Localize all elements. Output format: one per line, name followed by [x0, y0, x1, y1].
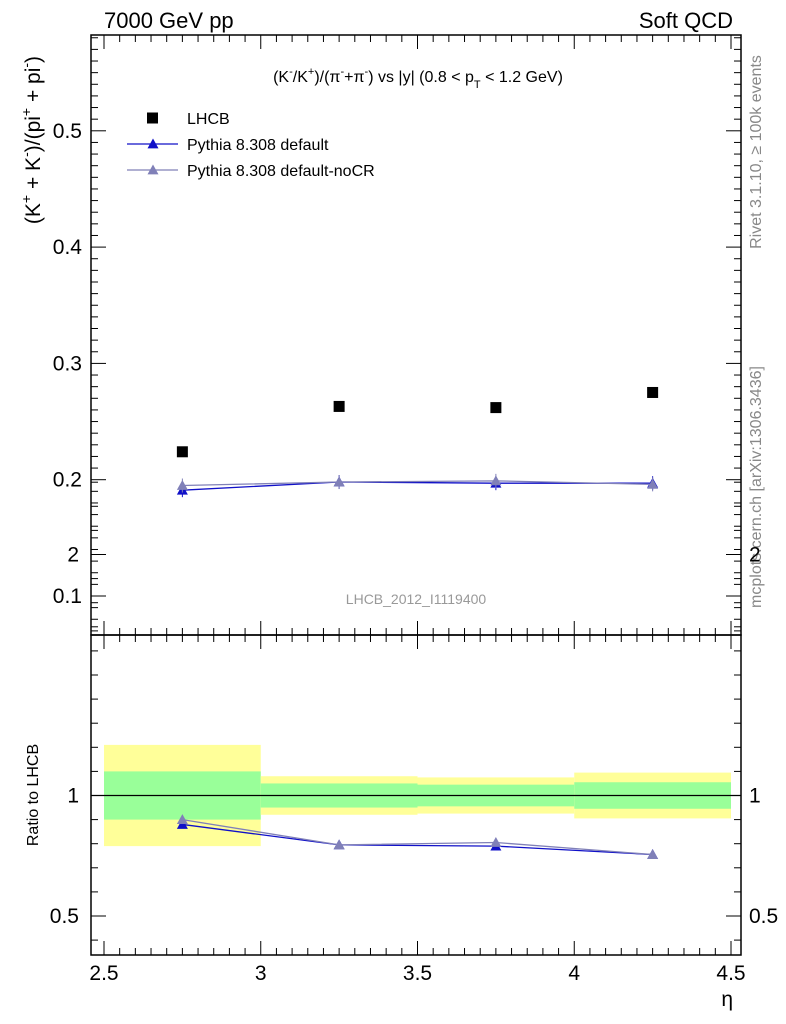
header-right: Soft QCD: [639, 8, 733, 33]
data-point-2: [490, 475, 502, 486]
legend-marker: [147, 112, 158, 124]
ratio-point-1: [647, 849, 659, 859]
data-point-2: [647, 478, 659, 489]
data-point-lhcb: [333, 400, 345, 412]
ratio-line-0: [182, 823, 653, 856]
ratio-tick-label-left: 1: [67, 785, 79, 808]
data-point-2: [176, 480, 188, 490]
data-point-lhcb: [176, 446, 188, 458]
header-left: 7000 GeV pp: [104, 8, 234, 33]
marks-layer: [176, 386, 659, 859]
ratio-tick-label-left: 0.5: [50, 905, 79, 928]
analysis-watermark: LHCB_2012_I1119400: [346, 591, 487, 607]
data-point-lhcb: [647, 386, 659, 398]
x-tick-label: 4: [568, 962, 580, 985]
ratio-y-label: Ratio to LHCB: [25, 744, 42, 846]
x-tick-label: 3.5: [403, 962, 432, 985]
legend-label: LHCB: [187, 111, 230, 128]
x-tick-label: 3: [255, 962, 267, 985]
y-axis-label: (K+ + K-)/(pi+ + pi-): [18, 56, 45, 224]
ratio-line-1: [182, 818, 653, 856]
ratio-tick-label-right: 2: [749, 544, 761, 567]
mcplots-label: mcplots.cern.ch [arXiv:1306.3436]: [748, 366, 765, 608]
data-point-2: [333, 476, 345, 487]
y-tick-label: 0.4: [53, 236, 83, 259]
series-line-2: [182, 480, 653, 487]
ratio-point-1: [490, 836, 502, 847]
y-tick-label: 0.3: [53, 352, 82, 375]
ratio-point-1: [333, 839, 345, 850]
legend-marker: [147, 138, 159, 149]
ratio-plot-layer: [91, 744, 741, 847]
legend-marker: [147, 164, 159, 175]
data-point-lhcb: [490, 402, 502, 414]
ratio-point-1: [176, 814, 188, 824]
legend: LHCB Pythia 8.308 default Pythia 8.308 def…: [127, 111, 375, 180]
axes-layer: 2.5 3 3.5 4 4.5 0.1 0.2 0.3 0.4 0.5 0.5 0.5 1 1 2 2: [50, 34, 778, 985]
x-tick-label: 4.5: [716, 962, 745, 985]
x-tick-label: 2.5: [89, 962, 118, 985]
legend-label: Pythia 8.308 default-noCR: [187, 163, 375, 180]
x-axis-label: η: [721, 988, 733, 1011]
rivet-label: Rivet 3.1.10, ≥ 100k events: [748, 55, 765, 249]
y-tick-label: 0.5: [53, 120, 82, 143]
y-tick-label: 0.1: [53, 585, 82, 608]
plot-title: (K-/K+)/(π-+π-) vs |y| (0.8 < pT < 1.2 G…: [273, 66, 563, 91]
legend-label: Pythia 8.308 default: [187, 137, 329, 154]
y-tick-label: 0.2: [53, 469, 82, 492]
ratio-tick-label-right: 1: [749, 785, 761, 808]
ratio-tick-label-right: 0.5: [749, 905, 778, 928]
ratio-tick-label-left: 2: [67, 544, 79, 567]
